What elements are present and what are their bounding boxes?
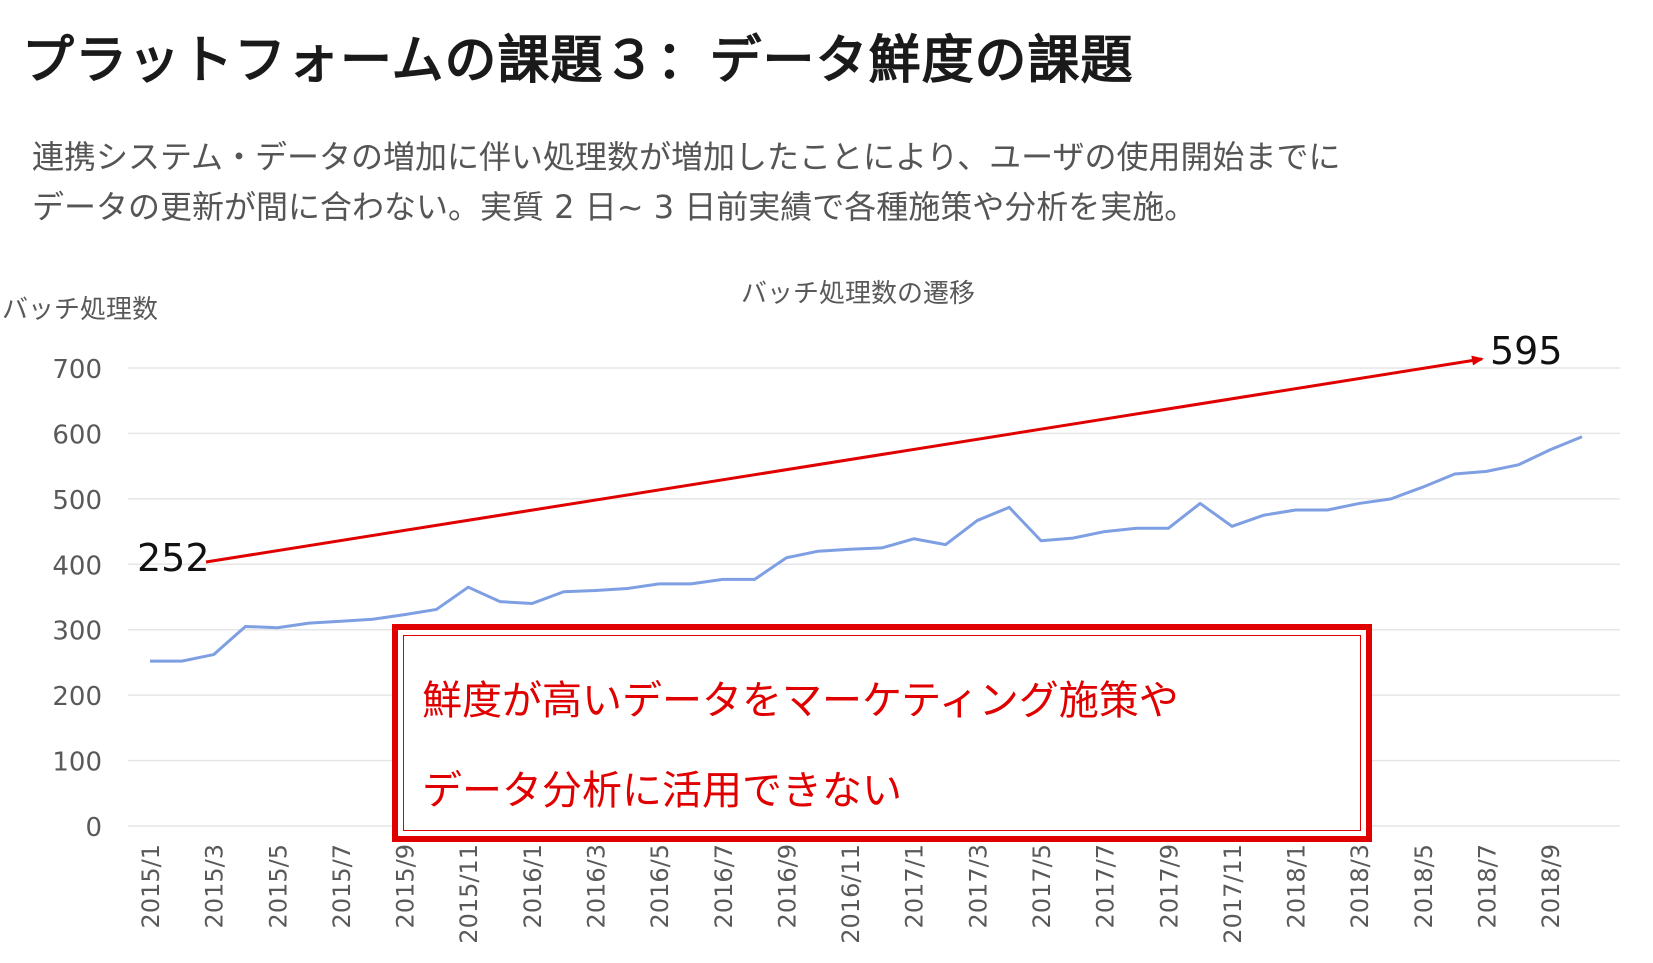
trend-arrow <box>205 355 1484 564</box>
x-tick-label: 2016/7 <box>710 844 738 928</box>
chart-title: バッチ処理数の遷移 <box>741 279 975 309</box>
slide-subtitle: 連携システム・データの増加に伴い処理数が増加したことにより、ユーザの使用開始まで… <box>32 132 1340 232</box>
x-tick-label: 2015/1 <box>137 844 165 928</box>
x-tick-label: 2018/7 <box>1474 844 1502 928</box>
x-tick-label: 2017/11 <box>1219 844 1247 944</box>
series-line <box>150 435 1583 663</box>
x-tick-label: 2017/1 <box>901 844 929 928</box>
callout-line-1: 鮮度が高いデータをマーケティング施策や <box>422 678 1179 724</box>
x-tick-label: 2016/5 <box>646 844 674 928</box>
subtitle-line-1: 連携システム・データの増加に伴い処理数が増加したことにより、ユーザの使用開始まで… <box>32 138 1341 176</box>
x-tick-label: 2016/9 <box>773 844 801 928</box>
y-tick-label: 300 <box>52 617 102 647</box>
x-tick-label: 2018/3 <box>1346 844 1374 928</box>
slide-title: プラットフォームの課題３：データ鮮度の課題 <box>22 31 1134 91</box>
callout-box: 鮮度が高いデータをマーケティング施策や データ分析に活用できない <box>392 624 1372 842</box>
x-tick-label: 2018/9 <box>1537 844 1565 928</box>
callout-line-2: データ分析に活用できない <box>422 768 902 814</box>
x-tick-label: 2017/7 <box>1092 844 1120 928</box>
x-tick-label: 2016/11 <box>837 844 865 944</box>
subtitle-line-2: データの更新が間に合わない。実質 2 日~ 3 日前実績で各種施策や分析を実施。 <box>32 188 1197 226</box>
x-tick-label: 2018/5 <box>1410 844 1438 928</box>
y-tick-label: 600 <box>52 420 102 450</box>
x-tick-label: 2015/5 <box>264 844 292 928</box>
y-tick-label: 700 <box>52 355 102 385</box>
x-tick-label: 2015/7 <box>328 844 356 928</box>
x-tick-label: 2015/3 <box>201 844 229 928</box>
x-tick-label: 2018/1 <box>1283 844 1311 928</box>
x-tick-label: 2016/1 <box>519 844 547 928</box>
x-tick-label: 2017/3 <box>964 844 992 928</box>
x-tick-label: 2015/9 <box>392 844 420 928</box>
x-tick-label: 2016/3 <box>583 844 611 928</box>
x-tick-label: 2015/11 <box>455 844 483 944</box>
x-tick-label: 2017/9 <box>1155 844 1183 928</box>
y-tick-label: 400 <box>52 551 102 581</box>
y-tick-label: 0 <box>85 813 102 843</box>
y-axis-label: バッチ処理数 <box>2 295 158 325</box>
annotation-end-value: 595 <box>1490 329 1563 373</box>
x-tick-label: 2017/5 <box>1028 844 1056 928</box>
y-tick-label: 200 <box>52 682 102 712</box>
y-tick-label: 500 <box>52 486 102 516</box>
batch-count-chart: バッチ処理数の遷移 バッチ処理数 0100200300400500600700 … <box>2 279 1620 944</box>
annotation-start-value: 252 <box>137 536 210 580</box>
y-tick-label: 100 <box>52 748 102 778</box>
